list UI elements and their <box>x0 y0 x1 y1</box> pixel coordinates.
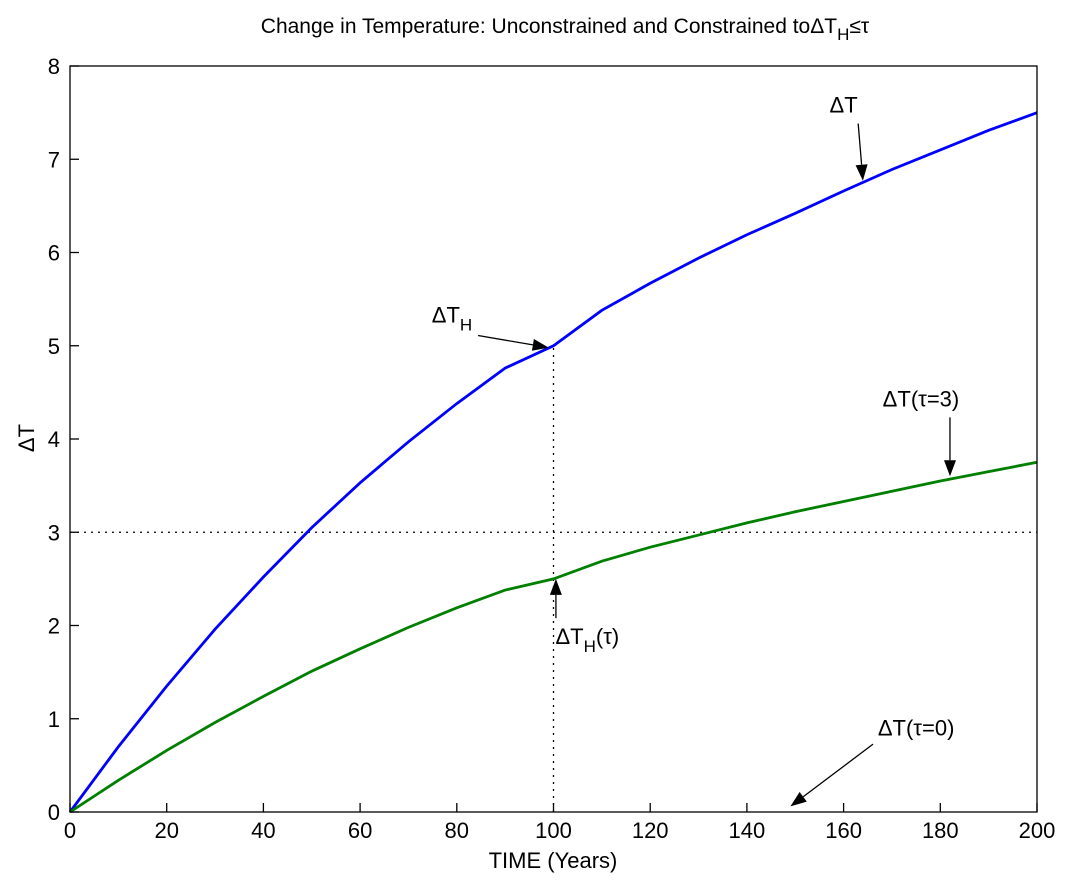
annotation-base: T <box>446 302 459 327</box>
annotation-base: T <box>844 93 857 118</box>
annotation-sub: H <box>584 637 596 656</box>
annotation-label: ΔT <box>830 93 858 118</box>
y-tick-label: 2 <box>48 614 60 639</box>
annotation-delta: Δ <box>878 716 893 741</box>
y-tick-label: 7 <box>48 147 60 172</box>
annotation-label: ΔT(τ=3) <box>883 386 960 411</box>
annotation-label: ΔTH <box>432 302 472 334</box>
y-tick-label: 5 <box>48 334 60 359</box>
annotation-arrow-head <box>944 460 956 477</box>
y-tick-label: 6 <box>48 241 60 266</box>
y-tick-label: 8 <box>48 54 60 79</box>
annotation-dT: ΔT <box>830 93 868 181</box>
x-tick-label: 100 <box>535 818 572 843</box>
annotation-base: T <box>893 716 906 741</box>
annotation-suffix: (τ=0) <box>906 716 954 741</box>
y-axis-title: ΔT <box>14 424 39 452</box>
x-tick-label: 40 <box>251 818 275 843</box>
annotation-dTH: ΔTH <box>432 302 549 351</box>
x-tick-label: 200 <box>1019 818 1056 843</box>
title-base: T <box>824 15 837 38</box>
annotation-arrow-head <box>855 164 868 181</box>
annotation-sub: H <box>460 315 472 334</box>
annotation-delta: Δ <box>432 302 447 327</box>
y-tick-label: 1 <box>48 707 60 732</box>
y-axis-title-base: T <box>14 424 39 437</box>
annotation-suffix: (τ=3) <box>911 386 959 411</box>
chart-title-text: Change in Temperature: Unconstrained and… <box>261 15 810 38</box>
x-tick-label: 180 <box>922 818 959 843</box>
annotation-arrow-shaft <box>857 123 863 165</box>
annotation-dT-tau3: ΔT(τ=3) <box>883 386 960 477</box>
x-tick-label: 140 <box>729 818 766 843</box>
title-sub: H <box>837 25 849 44</box>
y-tick-label: 3 <box>48 520 60 545</box>
series-lines <box>68 111 1038 814</box>
annotation-base: T <box>897 386 910 411</box>
x-tick-label: 160 <box>825 818 862 843</box>
annotation-suffix: (τ) <box>596 624 619 649</box>
title-rhs: τ <box>861 15 870 38</box>
annotation-arrow-head <box>531 339 549 351</box>
reference-lines <box>70 345 1037 812</box>
y-axis-title-delta: Δ <box>14 437 39 452</box>
annotation-arrow-head <box>549 578 562 595</box>
x-tick-label: 120 <box>632 818 669 843</box>
annotation-delta: Δ <box>830 93 845 118</box>
y-tick-label: 4 <box>48 427 60 452</box>
annotation-dT-tau0: ΔT(τ=0) <box>790 716 954 807</box>
x-tick-label: 20 <box>154 818 178 843</box>
annotation-arrow-head <box>790 792 807 807</box>
series-line-1 <box>69 460 1038 814</box>
annotation-dTH-tau: ΔTH(τ) <box>549 578 619 656</box>
series-line-0 <box>68 111 1038 813</box>
title-delta: Δ <box>810 15 824 38</box>
chart-title: Change in Temperature: Unconstrained and… <box>261 15 870 44</box>
annotation-base: T <box>570 624 583 649</box>
annotation-arrow-shaft <box>477 334 534 346</box>
annotation-delta: Δ <box>555 624 570 649</box>
annotation-label: ΔT(τ=0) <box>878 716 955 741</box>
x-axis-title: TIME (Years) <box>489 848 618 873</box>
y-tick-label: 0 <box>48 800 60 825</box>
title-rel: ≤ <box>849 15 861 38</box>
annotation-arrow-shaft <box>802 743 874 798</box>
x-tick-label: 60 <box>348 818 372 843</box>
annotation-delta: Δ <box>883 386 898 411</box>
annotation-label: ΔTH(τ) <box>555 624 619 656</box>
axes: 0 20 40 60 80 100 120 140 160 180 200 0 1 2 3 4 5 6 7 8 <box>48 54 1056 843</box>
x-tick-label: 80 <box>445 818 469 843</box>
x-tick-label: 0 <box>64 818 76 843</box>
